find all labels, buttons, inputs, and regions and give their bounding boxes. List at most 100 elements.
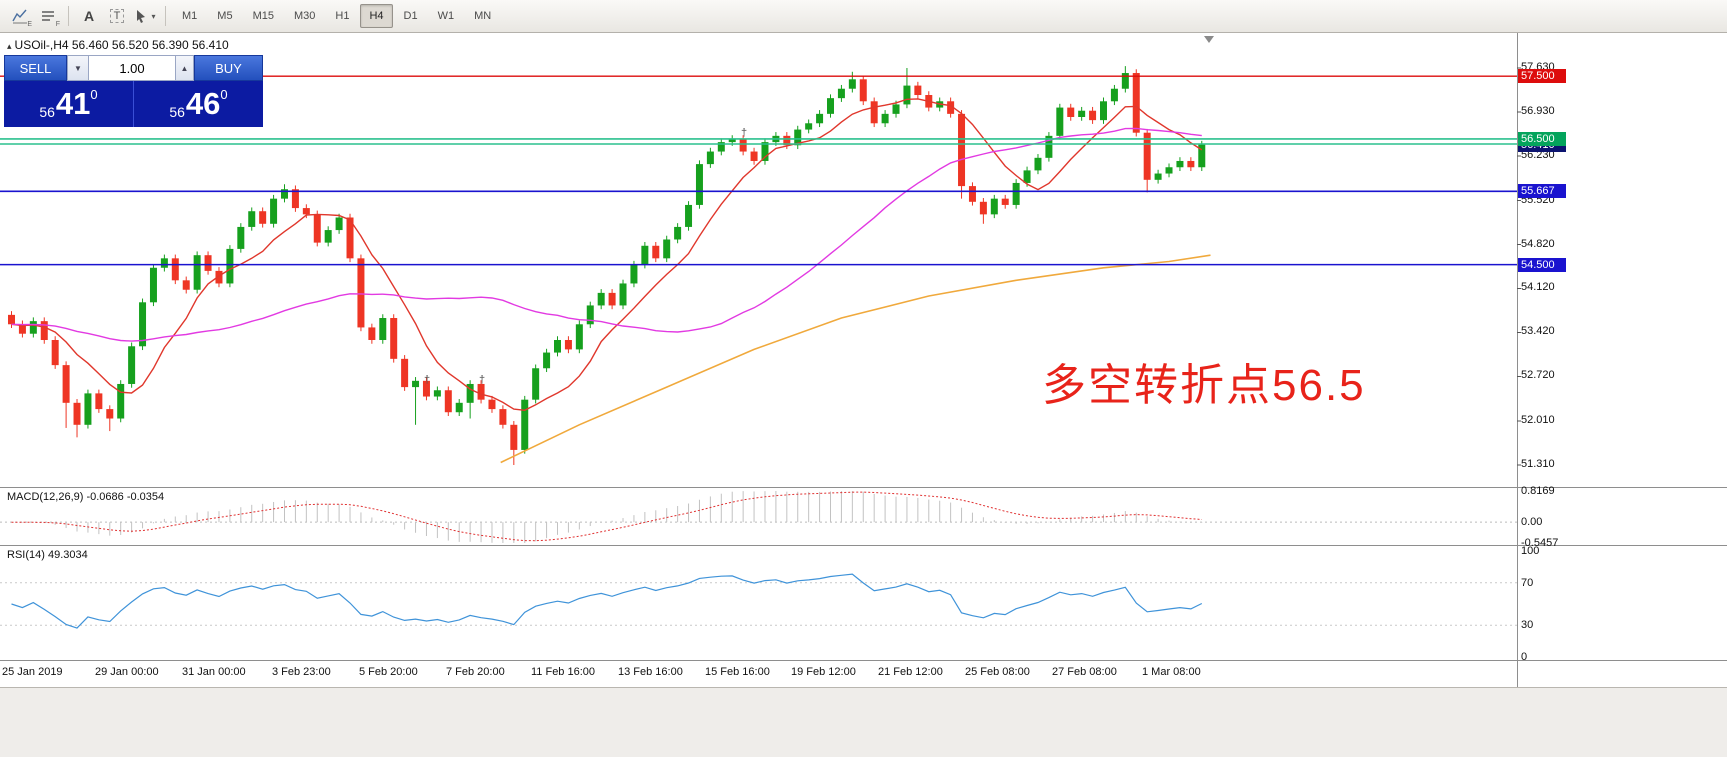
chart-annotation-text: 多空转折点56.5: [1042, 361, 1366, 410]
volume-increase-button[interactable]: ▲: [175, 55, 194, 81]
tab-timeframe-h4[interactable]: H4: [360, 4, 393, 28]
sell-button[interactable]: SELL: [4, 55, 67, 81]
price-axis-label: 54.120: [1521, 281, 1555, 294]
chart-objects: † † †: [424, 36, 1214, 386]
objects-tool-sublabel: F: [55, 21, 60, 28]
time-axis-label: 13 Feb 16:00: [618, 666, 683, 678]
macd-axis-label: -0.5457: [1521, 537, 1559, 549]
bid-main: 41: [55, 86, 91, 121]
rsi-axis-label: 30: [1521, 619, 1534, 632]
rsi-axis-label: 100: [1521, 545, 1540, 557]
time-axis-label: 11 Feb 16:00: [531, 666, 596, 678]
volume-decrease-button[interactable]: ▼: [67, 55, 89, 81]
tab-timeframe-m15[interactable]: M15: [252, 10, 274, 22]
chart-shift-marker-icon: [1204, 36, 1214, 43]
time-axis-label: 5 Feb 20:00: [359, 666, 418, 678]
price-badge: 54.500: [1518, 257, 1566, 272]
time-axis-label: 31 Jan 00:00: [182, 666, 246, 678]
list-icon: [42, 11, 54, 21]
macd-axis-label: 0.8169: [1521, 485, 1555, 497]
price-badge: 55.667: [1518, 184, 1566, 199]
chart-window: † † † ▴ USOil-,H4 56.460 56.520 56.390 56.4…: [0, 33, 1727, 687]
price-axis-label: 53.420: [1521, 325, 1555, 338]
indicators-tool-button[interactable]: E: [6, 3, 34, 29]
symbol-marker-icon: ▴: [7, 41, 12, 51]
symbol-ohlc-header: ▴ USOil-,H4 56.460 56.520 56.390 56.410: [7, 38, 229, 52]
time-axis-label: 3 Feb 23:00: [272, 666, 331, 678]
symbol-ohlc-text: USOil-,H4 56.460 56.520 56.390 56.410: [14, 38, 229, 52]
bid-sup: 0: [90, 87, 98, 102]
time-axis-label: 1 Mar 08:00: [1142, 666, 1201, 678]
tab-timeframe-d1[interactable]: D1: [403, 10, 418, 22]
time-axis-label: 15 Feb 16:00: [705, 666, 770, 678]
ma-fast-line: [11, 98, 1203, 412]
cursor-tool-button[interactable]: ▾: [131, 3, 159, 29]
volume-input[interactable]: [89, 55, 175, 81]
dagger-marker: †: [479, 374, 485, 386]
cursor-icon: [137, 9, 146, 23]
price-axis-label: 51.310: [1521, 458, 1555, 470]
indicators-tool-sublabel: E: [27, 21, 32, 28]
ask-prefix: 56: [169, 104, 185, 120]
price-axis-label: 56.930: [1521, 104, 1555, 117]
chart-canvas[interactable]: † † †: [0, 33, 1727, 687]
rsi-axis-label: 70: [1521, 576, 1534, 589]
price-axis-label: 56.230: [1521, 148, 1555, 161]
moving-averages: [11, 98, 1211, 464]
text-tool-icon: A: [83, 8, 95, 24]
ask-sup: 0: [220, 87, 228, 102]
macd-pane: [0, 491, 1517, 543]
buy-button[interactable]: BUY: [194, 55, 263, 81]
time-axis-label: 29 Jan 00:00: [95, 666, 159, 678]
tab-timeframe-mn[interactable]: MN: [474, 10, 492, 22]
bid-prefix: 56: [39, 104, 55, 120]
time-axis-label: 19 Feb 12:00: [791, 666, 856, 678]
tab-timeframe-m1[interactable]: M1: [182, 10, 198, 22]
timeframe-group: M1 M5 M15 M30 H1 H4 D1 W1 MN: [172, 4, 501, 28]
bid-price[interactable]: 56 41 0: [4, 81, 133, 127]
price-axis-label: 54.820: [1521, 237, 1555, 250]
window-footer: [0, 687, 1727, 757]
tab-timeframe-m5[interactable]: M5: [217, 10, 233, 22]
horizontal-level-lines: [0, 75, 1517, 266]
macd-signal-line: [11, 491, 1202, 542]
time-axis-label: 21 Feb 12:00: [878, 666, 943, 678]
time-axis-label: 25 Feb 08:00: [965, 666, 1030, 678]
time-axis-label: 27 Feb 08:00: [1052, 666, 1117, 678]
text-label-icon: T: [109, 9, 125, 23]
chart-lines-icon: [11, 9, 27, 24]
rsi-line: [11, 573, 1203, 629]
ask-price[interactable]: 56 46 0: [133, 81, 263, 127]
toolbar-separator: [68, 6, 69, 26]
candlestick-series: [8, 66, 1206, 465]
toolbar-separator: [165, 6, 166, 26]
one-click-trading-panel: SELL ▼ ▲ BUY 56 41 0 56 46 0: [4, 55, 263, 127]
dagger-marker: †: [741, 127, 747, 139]
tab-timeframe-h1[interactable]: H1: [335, 10, 350, 22]
chevron-down-icon: ▾: [151, 11, 156, 21]
rsi-pane: [0, 573, 1517, 629]
price-badge: 56.500: [1518, 131, 1566, 146]
objects-tool-button[interactable]: F: [34, 3, 62, 29]
time-axis-label: 7 Feb 20:00: [446, 666, 505, 678]
toolbar: E F A T ▾ M1 M5 M15 M30 H1 H4 D1 W1 MN: [0, 0, 1727, 33]
bid-ask-display: 56 41 0 56 46 0: [4, 81, 263, 127]
ma-mid-line: [11, 127, 1202, 342]
price-axis-label: 52.720: [1521, 369, 1555, 382]
price-badge: 57.500: [1518, 69, 1566, 84]
tab-timeframe-w1[interactable]: W1: [437, 10, 455, 22]
rsi-indicator-label: RSI(14) 49.3034: [7, 549, 88, 561]
macd-axis-label: 0.00: [1521, 516, 1543, 529]
tab-timeframe-m30[interactable]: M30: [293, 10, 316, 22]
time-axis-label: 25 Jan 2019: [2, 666, 63, 678]
dagger-marker: †: [424, 374, 430, 386]
macd-indicator-label: MACD(12,26,9) -0.0686 -0.0354: [7, 491, 165, 503]
text-label-tool-button[interactable]: T: [103, 3, 131, 29]
text-tool-button[interactable]: A: [75, 3, 103, 29]
ask-main: 46: [185, 86, 221, 121]
rsi-axis-label: 0: [1521, 651, 1528, 663]
trade-controls-row: SELL ▼ ▲ BUY: [4, 55, 263, 81]
price-axis-label: 52.010: [1521, 414, 1555, 427]
pane-separators: [0, 33, 1727, 687]
